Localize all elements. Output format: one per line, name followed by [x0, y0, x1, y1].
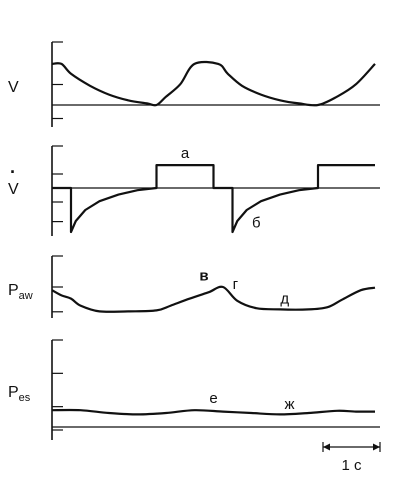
airway-pressure-ticks — [52, 255, 63, 313]
esophageal-pressure-trace — [51, 408, 376, 416]
volume-ticks — [52, 41, 63, 120]
annotation-label: е — [209, 390, 217, 407]
esophageal-pressure-ticks — [52, 339, 63, 431]
flow-ticks — [52, 145, 63, 223]
annotation-label: б — [252, 215, 261, 232]
volume-trace — [51, 60, 376, 107]
annotation-label: д — [280, 290, 289, 307]
flow-trace — [52, 164, 375, 234]
airway-pressure-panel: Paw в г д — [8, 255, 376, 318]
esophageal-pressure-ylabel: Pes — [8, 384, 31, 404]
airway-pressure-annotations: в г д — [199, 268, 289, 308]
annotation-label: ж — [284, 396, 294, 413]
flow-annotations: аб — [181, 145, 261, 232]
annotation-label: г — [233, 276, 239, 293]
flow-panel: V · аб — [8, 145, 380, 236]
airway-pressure-ylabel: Paw — [8, 282, 33, 302]
scale-bar-arrow-right — [373, 443, 380, 451]
flow-ylabel-dot: · — [10, 162, 16, 182]
airway-pressure-trace — [51, 285, 376, 313]
annotation-label: а — [181, 145, 190, 162]
volume-ylabel: V — [8, 79, 19, 96]
scale-bar-label: 1 с — [341, 457, 362, 474]
annotation-label: в — [199, 268, 208, 285]
volume-panel: V — [8, 41, 380, 127]
flow-ylabel: V — [8, 181, 19, 198]
scale-bar-arrow-left — [323, 443, 330, 451]
time-scale-bar: 1 с — [322, 442, 381, 474]
